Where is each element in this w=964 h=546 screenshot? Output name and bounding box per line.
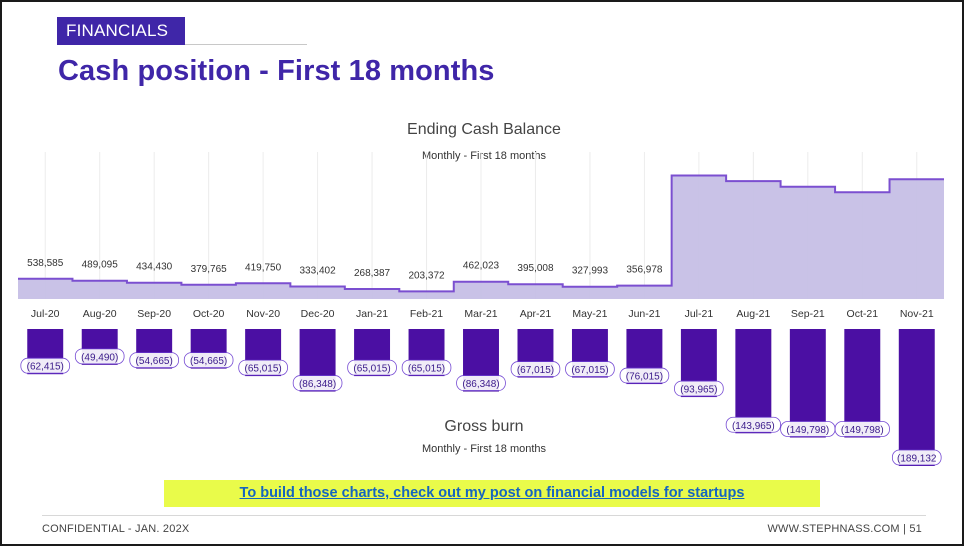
- x-tick-label: Nov-20: [246, 308, 280, 320]
- burn-data-label: (86,348): [462, 379, 499, 390]
- x-tick-label: Oct-20: [193, 308, 225, 320]
- cash-data-label: 327,993: [572, 266, 609, 277]
- x-tick-label: Jun-21: [628, 308, 660, 320]
- cash-data-label: 356,978: [626, 265, 663, 276]
- cash-data-label: 268,387: [354, 268, 391, 279]
- burn-chart-title: Gross burn: [444, 418, 524, 435]
- cash-data-label: 434,430: [136, 262, 173, 273]
- x-tick-label: Aug-20: [83, 308, 117, 320]
- x-tick-label: Jul-21: [685, 308, 714, 320]
- footer-divider: [42, 515, 926, 516]
- burn-label-bg: [292, 375, 343, 391]
- cash-data-label: 538,585: [27, 258, 64, 269]
- cash-chart-subtitle: Monthly - First 18 months: [421, 150, 547, 162]
- burn-label-bg: [891, 449, 942, 466]
- x-tick-label: Feb-21: [410, 308, 443, 320]
- tag-underline: [185, 44, 307, 45]
- burn-label-bg: [183, 352, 234, 368]
- footer-website-page: WWW.STEPHNASS.COM | 51: [767, 523, 922, 535]
- burn-label-bg: [20, 357, 71, 374]
- burn-bar: [844, 329, 881, 438]
- burn-data-label: (93,965): [680, 385, 717, 396]
- burn-data-label: (149,798): [841, 425, 884, 436]
- burn-label-bg: [834, 421, 890, 437]
- burn-bar: [789, 329, 826, 438]
- cash-data-label: 395,008: [517, 263, 554, 274]
- cash-data-label: 333,402: [300, 266, 337, 277]
- burn-data-label: (54,665): [190, 356, 227, 367]
- footer-confidential: CONFIDENTIAL - JAN. 202X: [42, 523, 190, 535]
- burn-label-bg: [510, 361, 561, 377]
- burn-label-bg: [725, 416, 781, 433]
- burn-data-label: (67,015): [571, 365, 608, 376]
- burn-label-bg: [238, 359, 288, 376]
- section-tag: FINANCIALS: [57, 17, 185, 45]
- cash-data-label: 419,750: [245, 262, 282, 273]
- burn-data-label: (65,015): [353, 364, 390, 375]
- burn-label-bg: [565, 361, 615, 377]
- burn-data-label: (149,798): [786, 425, 829, 436]
- x-tick-label: Apr-21: [520, 308, 552, 320]
- burn-data-label: (76,015): [626, 372, 663, 383]
- burn-data-label: (65,015): [408, 364, 445, 375]
- cash-data-label: 489,095: [82, 260, 119, 271]
- x-tick-label: Aug-21: [736, 308, 770, 320]
- burn-label-bg: [347, 359, 397, 376]
- cash-data-label: 462,023: [463, 261, 500, 272]
- x-tick-label: Sep-21: [791, 308, 825, 320]
- burn-label-bg: [456, 375, 506, 391]
- x-tick-label: Jul-20: [31, 308, 60, 320]
- burn-data-label: (86,348): [299, 379, 336, 390]
- burn-chart-subtitle: Monthly - First 18 months: [421, 443, 547, 455]
- burn-label-bg: [674, 380, 724, 397]
- cash-data-label: 379,765: [191, 264, 228, 275]
- burn-data-label: (49,490): [81, 352, 118, 363]
- burn-label-bg: [619, 367, 670, 384]
- burn-data-label: (65,015): [244, 364, 281, 375]
- burn-label-bg: [129, 352, 179, 368]
- x-tick-label: Jan-21: [356, 308, 388, 320]
- cash-data-label: 203,372: [408, 270, 445, 281]
- page-title: Cash position - First 18 months: [58, 55, 495, 87]
- burn-data-label: (189,132: [897, 454, 937, 465]
- financial-models-link[interactable]: To build those charts, check out my post…: [164, 480, 820, 507]
- burn-bar: [735, 329, 772, 434]
- x-tick-label: May-21: [572, 308, 607, 320]
- burn-data-label: (143,965): [732, 421, 775, 432]
- burn-bar: [898, 329, 935, 466]
- x-tick-label: Oct-21: [847, 308, 879, 320]
- cash-chart-title: Ending Cash Balance: [407, 121, 561, 138]
- burn-data-label: (67,015): [517, 365, 554, 376]
- x-tick-label: Mar-21: [464, 308, 497, 320]
- burn-label-bg: [401, 359, 452, 376]
- burn-data-label: (62,415): [27, 362, 64, 373]
- cash-balance-area: [18, 175, 944, 299]
- burn-data-label: (54,665): [136, 356, 173, 367]
- x-tick-label: Dec-20: [301, 308, 335, 320]
- cash-balance-line: [18, 174, 944, 293]
- x-tick-label: Nov-21: [900, 308, 934, 320]
- burn-label-bg: [74, 348, 125, 365]
- x-tick-label: Sep-20: [137, 308, 171, 320]
